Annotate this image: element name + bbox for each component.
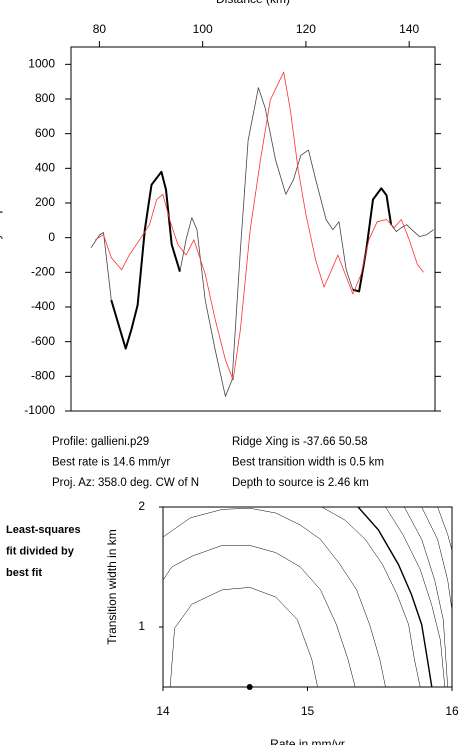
contour-line [162,545,356,688]
contour-line [169,587,318,688]
profile-info: Ridge Xing is -37.66 50.58 [232,436,368,448]
side-text: best fit [6,567,42,579]
y-tick-label: 2 [138,499,145,513]
x-tick-label: 15 [301,704,315,718]
profile-line [352,187,393,293]
contour-line [162,507,386,688]
contour-frame [162,506,453,688]
y-tick-label: 200 [35,195,55,209]
y-tick-label: 1 [138,619,145,633]
y-tick-label: 1000 [28,57,55,71]
profile-info: Proj. Az: 358.0 deg. CW of N [52,477,199,489]
y-tick-label: 400 [35,161,55,175]
y-tick-label: -1000 [24,403,55,417]
contour-line [404,506,448,688]
profile-line [90,87,434,397]
x-axis-label: Distance (km) [216,0,290,6]
contour-line [421,506,453,611]
x-tick-label: 100 [193,22,213,36]
x-tick-label: 80 [93,22,107,36]
y-tick-label: 800 [35,91,55,105]
side-text: fit divided by [6,545,75,557]
profile-line [95,71,424,381]
contour-line [437,506,453,551]
profile-info: Depth to source is 2.46 km [232,477,369,489]
side-text: Least-squares [6,524,81,536]
x-tick-label: 14 [156,704,170,718]
y-axis-label: Anomaly amplitude [0,178,3,280]
profile-info: Best rate is 14.6 mm/yr [52,457,170,469]
y-tick-label: -400 [31,299,55,313]
profile-line [110,170,181,350]
profile-frame [70,46,436,412]
y-axis-label: Transition width in km [105,529,119,645]
y-tick-label: -600 [31,334,55,348]
contour-line [385,506,446,688]
x-axis-label: Rate in mm/yr [270,737,345,745]
y-tick-label: 0 [48,230,55,244]
x-tick-label: 120 [296,22,316,36]
y-tick-label: -200 [31,265,55,279]
y-tick-label: -800 [31,369,55,383]
x-tick-label: 140 [399,22,419,36]
contour-line [357,506,433,688]
best-fit-point [246,684,253,690]
profile-info: Best transition width is 0.5 km [232,457,384,469]
x-tick-label: 16 [445,704,459,718]
contour-line [321,506,421,688]
y-tick-label: 600 [35,126,55,140]
profile-info: Profile: gallieni.p29 [52,436,149,448]
